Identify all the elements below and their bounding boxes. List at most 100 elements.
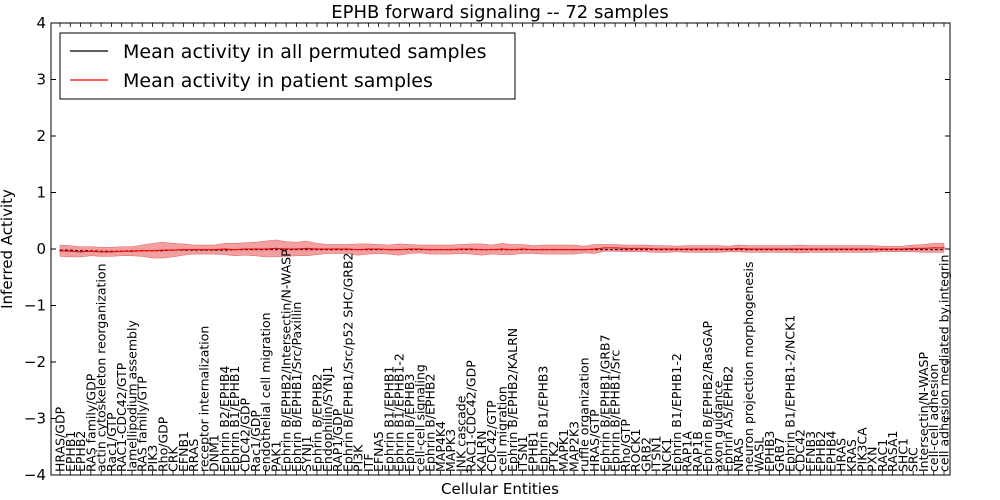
patient-point xyxy=(552,248,555,251)
patient-point xyxy=(737,247,740,250)
x-tick-label: PI3K xyxy=(351,444,366,472)
patient-point xyxy=(603,247,606,249)
patient-point xyxy=(912,247,914,250)
x-tick-label: RAP1/GDP xyxy=(330,408,345,472)
y-tick-label: 2 xyxy=(36,127,46,145)
patient-point xyxy=(316,248,318,250)
patient-point xyxy=(305,247,308,250)
patient-point xyxy=(809,248,812,250)
x-tick-label: CDC42 xyxy=(793,429,808,472)
x-tick-label: ITF xyxy=(361,453,376,472)
patient-point xyxy=(583,248,586,251)
patient-point xyxy=(192,248,195,251)
patient-point xyxy=(182,248,185,251)
patient-point xyxy=(79,251,82,253)
x-tick-label: Ephrin B1/EPHB3 xyxy=(536,366,551,472)
x-tick-label: RASA1 xyxy=(885,431,900,472)
patient-point xyxy=(213,248,215,251)
x-tick-label: PIK3 xyxy=(145,445,160,472)
patient-point xyxy=(902,248,904,250)
x-tick-label: RAC1-CDC42/GDP xyxy=(464,360,479,472)
patient-point xyxy=(233,248,236,251)
x-tick-label: Ephrin B/EPHB3 xyxy=(402,374,417,472)
x-tick-label: ITSN1 xyxy=(649,435,664,472)
x-tick-label: ITSN1 xyxy=(515,435,530,472)
patient-point xyxy=(388,248,390,251)
x-tick-label: lamellipodium assembly xyxy=(124,320,139,472)
x-tick-label: MAPK1 xyxy=(556,429,571,472)
x-tick-label: MAPK3 xyxy=(443,429,458,472)
x-tick-label: HRAS/GTP xyxy=(587,409,602,472)
patient-point xyxy=(850,248,853,250)
patient-point xyxy=(860,248,863,250)
patient-point xyxy=(244,248,246,250)
patient-point xyxy=(614,247,616,249)
patient-point xyxy=(470,248,472,250)
patient-point xyxy=(830,248,832,250)
x-tick-label: EPHB3 xyxy=(762,431,777,472)
x-tick-label: PXN xyxy=(865,447,880,472)
x-tick-label: Ephrin B1/EPHB1-2/NCK1 xyxy=(782,315,797,472)
x-tick-label: Rac1/GTP xyxy=(104,412,119,472)
patient-point xyxy=(408,248,411,250)
x-tick-label: Ephrin B/EPHB2/Intersectin/N-WASP xyxy=(279,249,294,472)
x-tick-label: EFNB1 xyxy=(176,431,191,472)
patient-point xyxy=(727,248,729,250)
x-tick-label: EPHB2 xyxy=(813,431,828,472)
patient-point xyxy=(254,248,257,250)
x-tick-label: Ephrin B/EPHB2/KALRN xyxy=(505,328,520,472)
x-tick-label: RAS family/GTP xyxy=(135,376,150,472)
x-tick-label: KALRN xyxy=(474,430,489,472)
patient-point xyxy=(59,249,61,252)
patient-point xyxy=(501,248,503,250)
patient-point xyxy=(840,248,843,250)
x-tick-label: SRC xyxy=(906,447,921,472)
x-tick-label: EFNB3 xyxy=(803,431,818,472)
patient-point xyxy=(532,248,534,251)
x-tick-label: Rac1/GDP xyxy=(248,410,263,472)
patient-point xyxy=(418,248,421,250)
patient-point xyxy=(120,250,123,253)
patient-point xyxy=(542,248,544,251)
patient-point xyxy=(881,248,884,250)
y-tick-label: 1 xyxy=(36,184,46,202)
x-tick-label: Rho/GDP xyxy=(155,416,170,472)
patient-point xyxy=(943,247,945,249)
patient-point xyxy=(295,248,298,250)
patient-point xyxy=(871,248,873,250)
patient-point xyxy=(131,250,133,253)
x-tick-label: RAC1-CDC42/GTP xyxy=(114,362,129,472)
x-tick-label: neuron projection morphogenesis xyxy=(741,261,756,472)
x-tick-label: EPHB1 xyxy=(63,431,78,472)
patient-point xyxy=(275,247,277,250)
x-tick-label: ROCK1 xyxy=(628,429,643,472)
patient-point xyxy=(922,247,925,250)
patient-point xyxy=(799,248,801,250)
x-tick-label: CRK xyxy=(166,446,181,472)
patient-point xyxy=(336,248,339,250)
x-tick-label: RRAS xyxy=(186,439,201,472)
x-tick-label: MAP2K3 xyxy=(566,421,581,472)
patient-point xyxy=(819,248,822,250)
patient-point xyxy=(747,248,750,250)
y-tick-label: 4 xyxy=(36,14,46,32)
patient-point xyxy=(490,248,493,251)
chart-title: EPHB forward signaling -- 72 samples xyxy=(331,2,669,23)
patient-point xyxy=(110,251,113,253)
x-tick-label: PIK3CA xyxy=(854,427,869,472)
patient-point xyxy=(357,248,359,251)
x-tick-label: NCK1 xyxy=(659,438,674,472)
patient-point xyxy=(449,248,452,251)
legend-box xyxy=(59,32,516,100)
y-tick-label: −3 xyxy=(24,410,46,428)
x-tick-label: cell-cell signaling xyxy=(412,364,427,472)
patient-point xyxy=(891,248,894,250)
plot-area xyxy=(59,239,945,259)
patient-point xyxy=(203,248,205,251)
x-tick-label: cell adhesion mediated by integrin xyxy=(937,255,952,472)
patient-point xyxy=(593,248,596,250)
patient-point xyxy=(429,248,431,251)
x-tick-label: SYNJ1 xyxy=(299,435,314,472)
x-tick-label: Ephrin B/EPHB2 xyxy=(309,374,324,472)
